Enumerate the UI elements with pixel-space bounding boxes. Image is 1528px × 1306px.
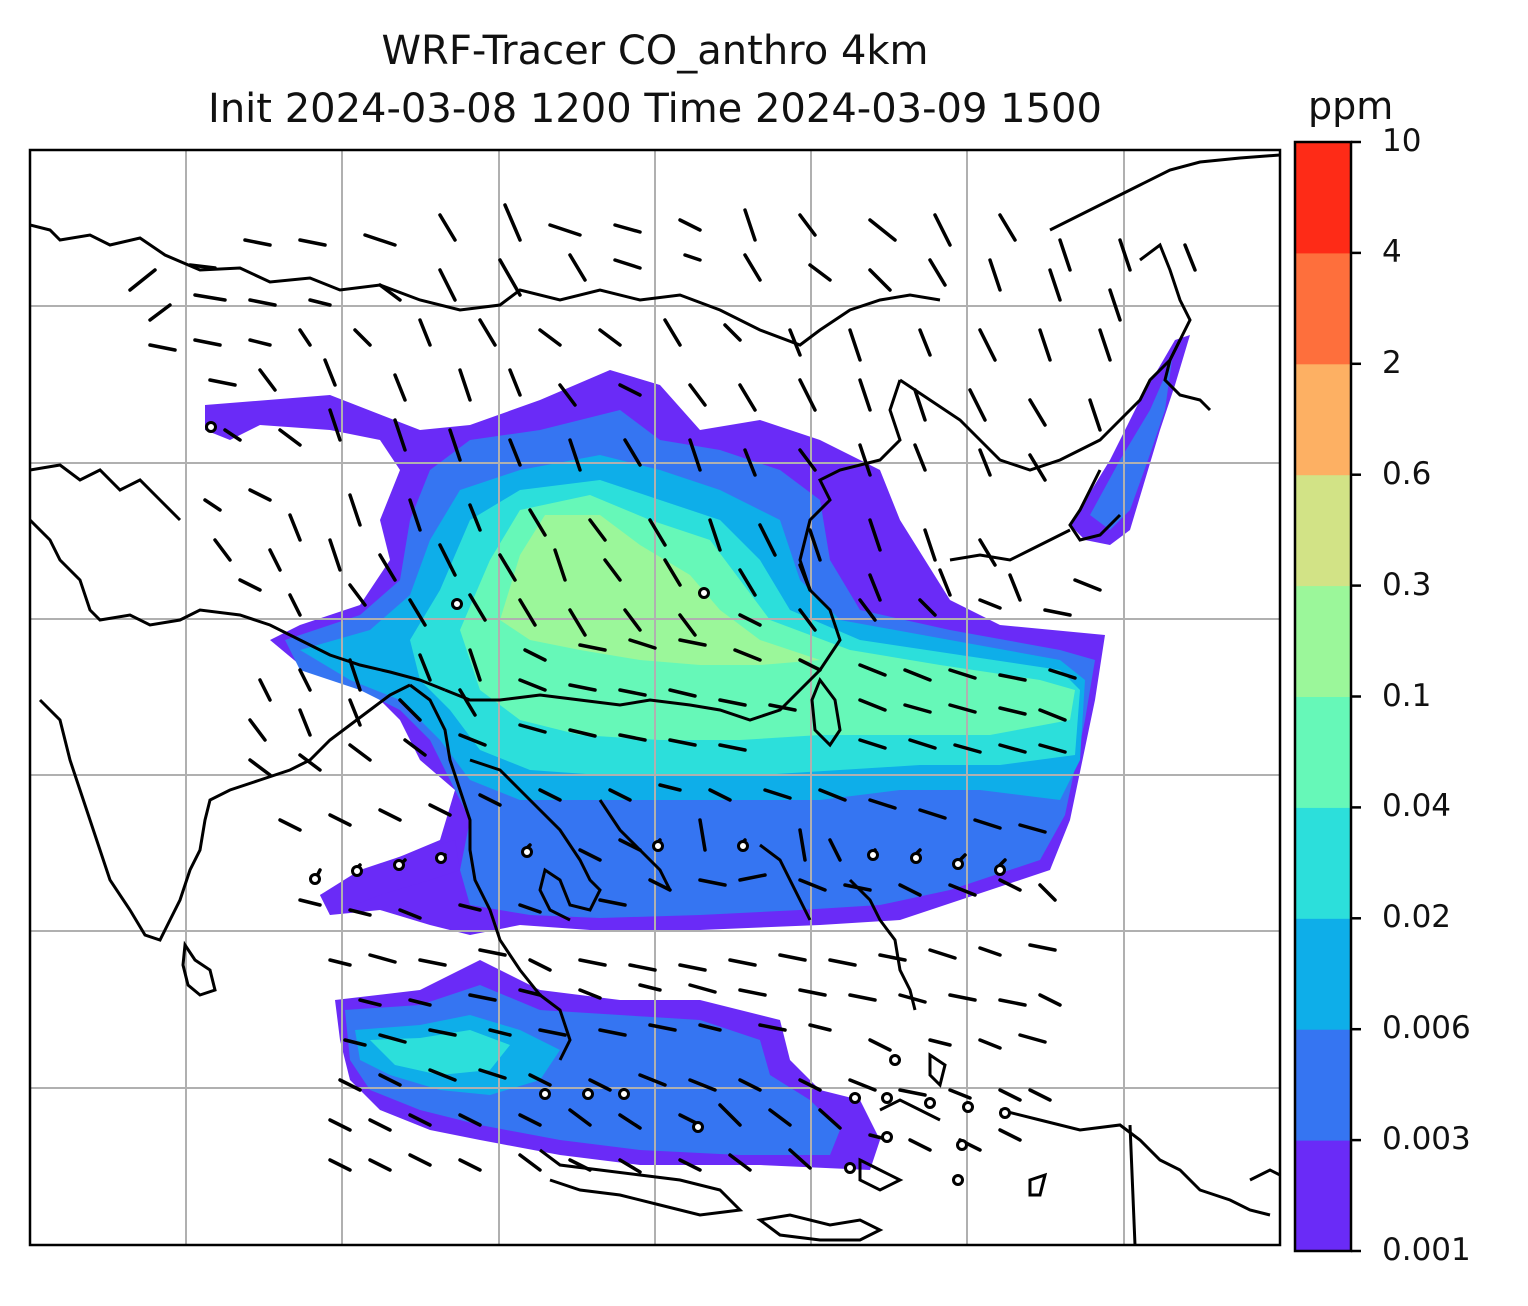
map-title-line2: Init 2024-03-08 1200 Time 2024-03-09 150… (208, 86, 1102, 132)
colorbar-swatch (1295, 918, 1351, 1030)
colorbar-tick-label: 0.3 (1382, 566, 1432, 603)
colorbar-swatch (1295, 1140, 1351, 1252)
colorbar-swatch (1295, 1029, 1351, 1141)
colorbar-swatch (1295, 474, 1351, 587)
colorbar-tick-label: 4 (1382, 233, 1402, 270)
colorbar-swatch (1295, 363, 1351, 476)
wind-barbs (128, 203, 1197, 1174)
colorbar-swatch (1295, 585, 1351, 697)
gridlines (30, 150, 1280, 1245)
map-frame (28, 148, 1282, 1247)
colorbar-swatch (1295, 142, 1351, 254)
colorbar (1295, 142, 1351, 1252)
calm-wind-markers (205, 421, 1011, 1186)
tracer-band-west-strip (320, 840, 460, 915)
colorbar-tick-label: 0.6 (1382, 455, 1432, 492)
colorbar-tick-label: 10 (1382, 123, 1422, 159)
colorbar-swatch (1295, 807, 1351, 919)
colorbar-tick-label: 0.04 (1382, 788, 1452, 825)
colorbar-tick-label: 0.001 (1382, 1232, 1471, 1268)
colorbar-swatch (1295, 696, 1351, 808)
colorbar-tick-label: 2 (1382, 344, 1402, 381)
tracer-band-japan-2 (1090, 360, 1172, 530)
colorbar-tick-label: 0.006 (1382, 1010, 1471, 1047)
colorbar-swatch (1295, 252, 1351, 365)
colorbar-tick-label: 0.1 (1382, 677, 1432, 714)
colorbar-unit-label: ppm (1308, 84, 1394, 128)
map-title-line1: WRF-Tracer CO_anthro 4km (381, 28, 929, 74)
colorbar-ticks (1351, 140, 1361, 1253)
colorbar-tick-label: 0.02 (1382, 899, 1452, 936)
colorbar-tick-label: 0.003 (1382, 1121, 1471, 1158)
